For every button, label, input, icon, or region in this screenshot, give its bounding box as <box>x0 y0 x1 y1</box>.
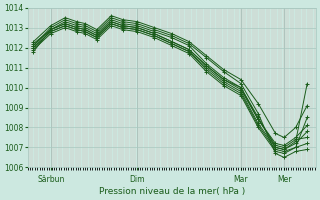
X-axis label: Pression niveau de la mer( hPa ): Pression niveau de la mer( hPa ) <box>99 187 245 196</box>
